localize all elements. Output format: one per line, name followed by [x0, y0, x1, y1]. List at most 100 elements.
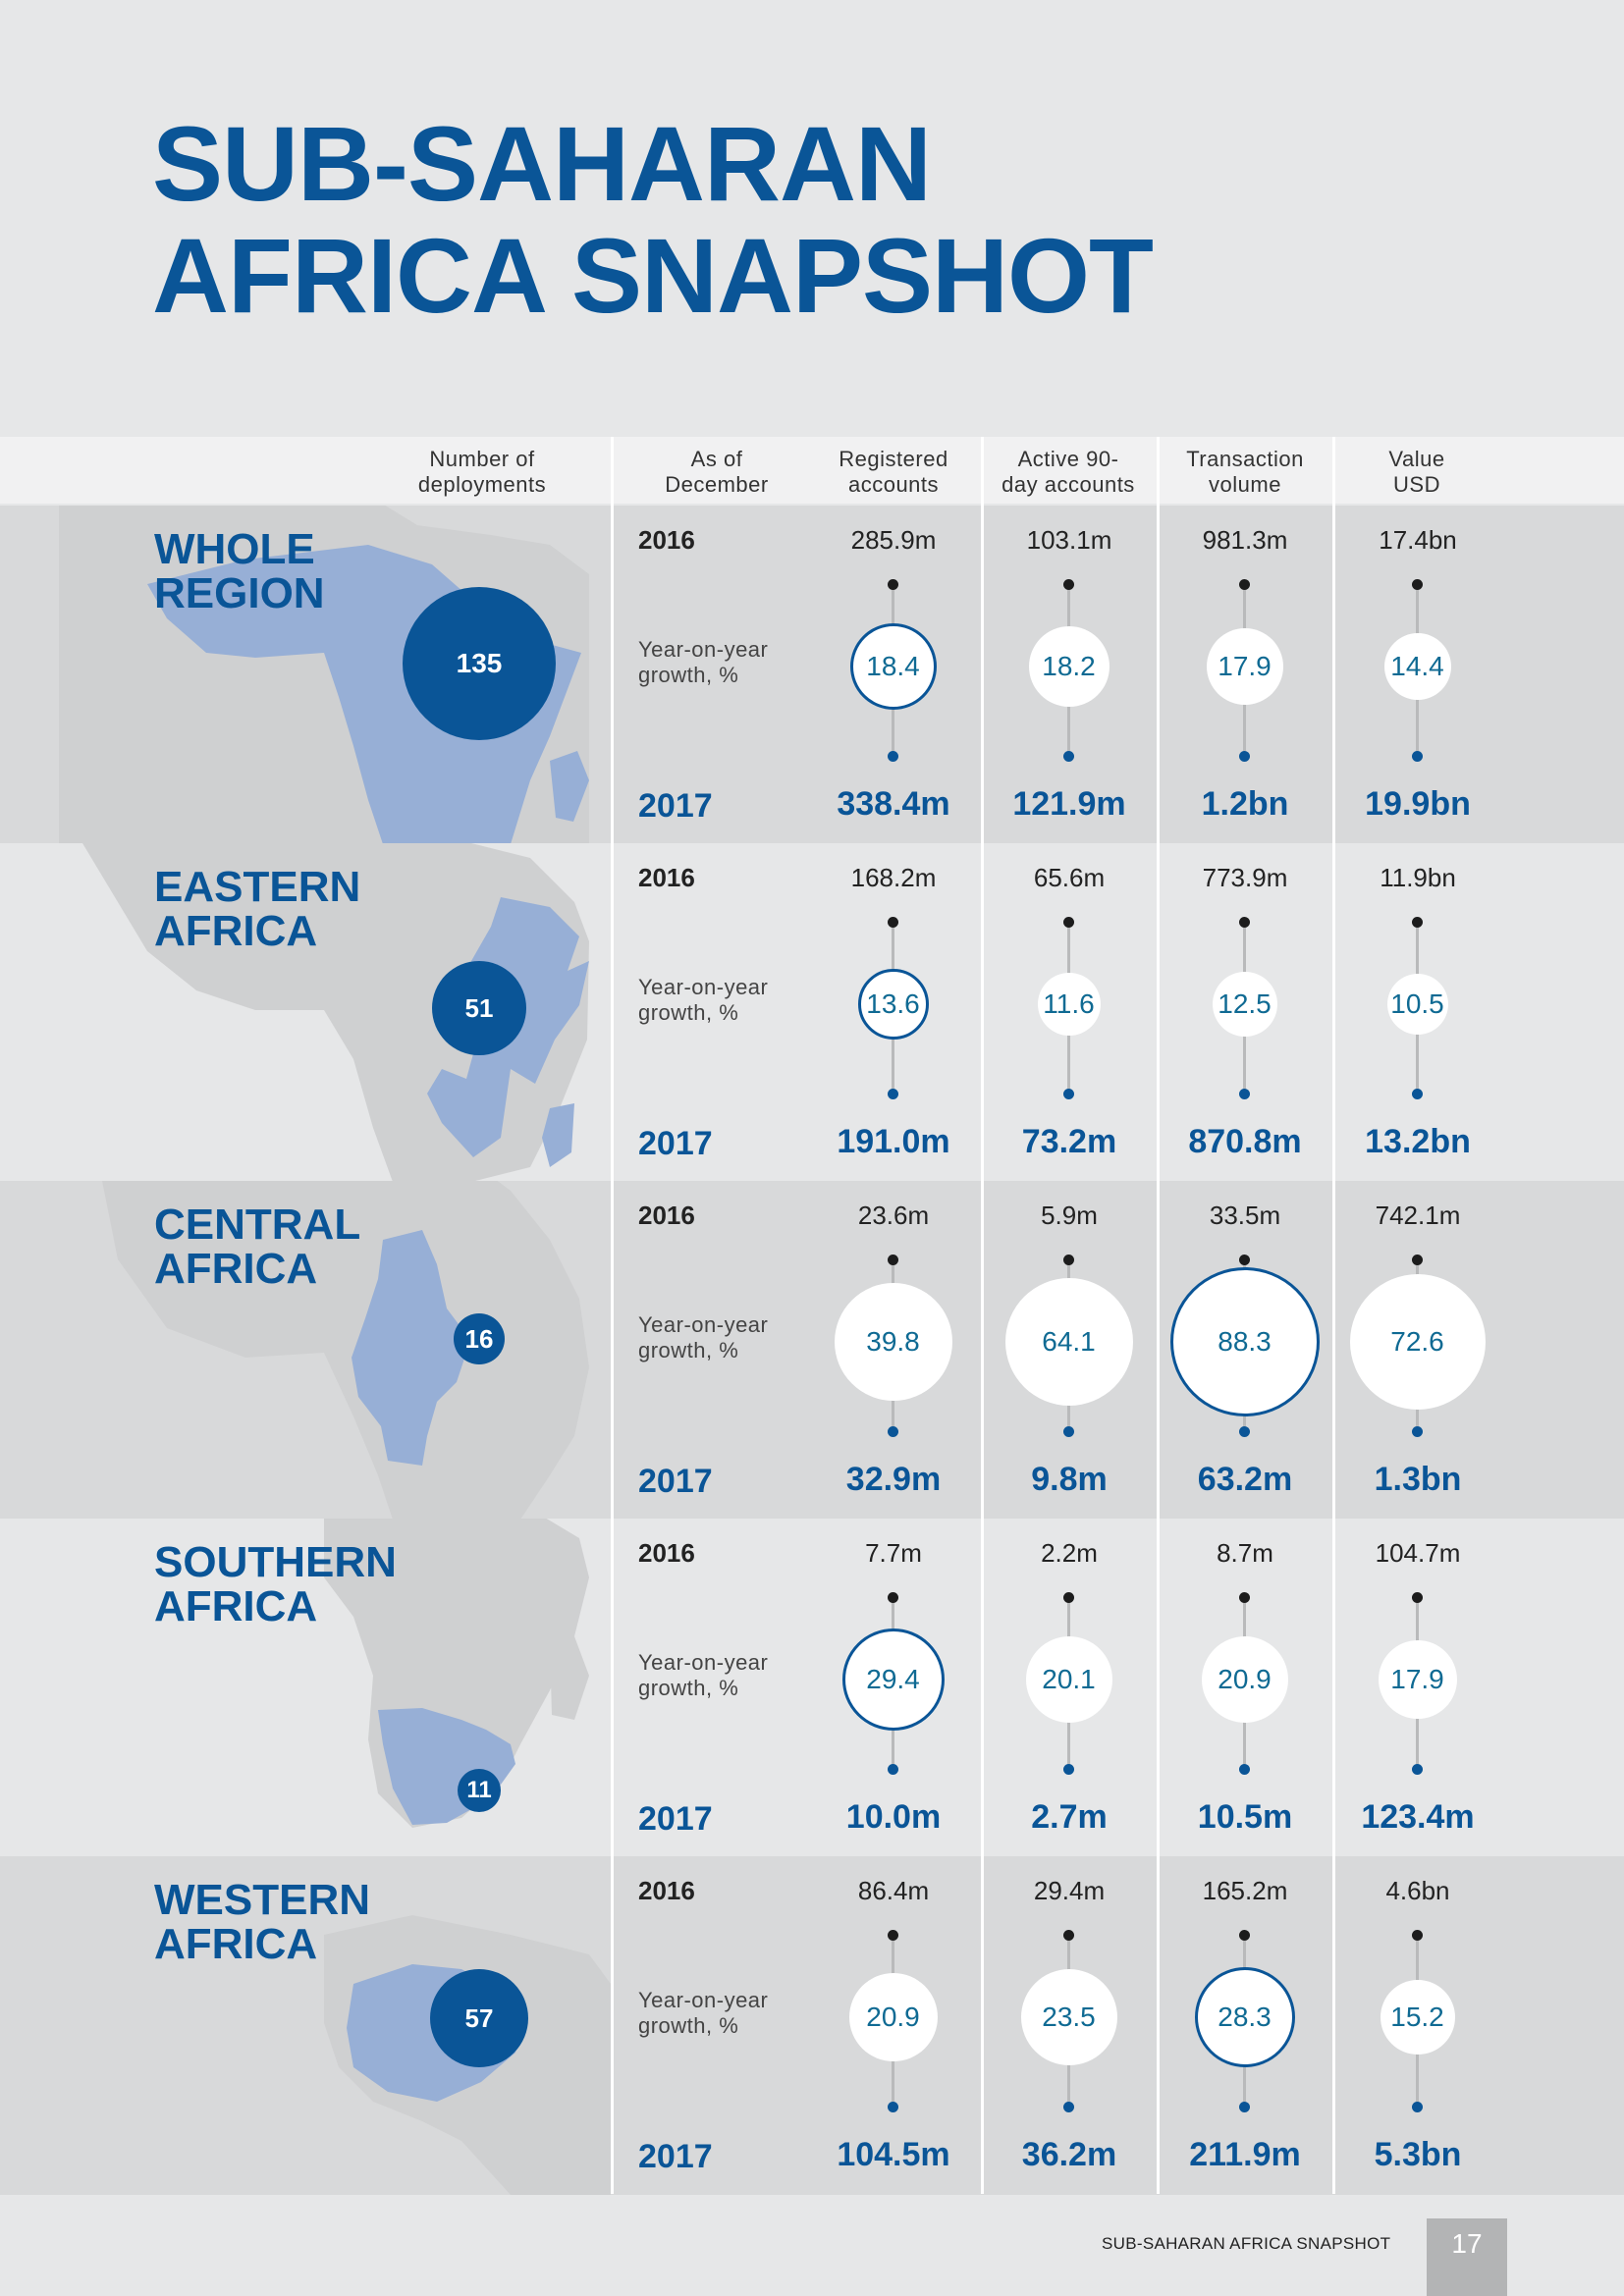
connector-dot-2016: [1412, 1930, 1423, 1941]
value-2016: 165.2m: [1202, 1876, 1288, 1905]
value-2016: 7.7m: [865, 1538, 922, 1568]
value-2017: 19.9bn: [1365, 785, 1471, 823]
deployments-bubble: 135: [403, 587, 556, 740]
metric-column: 4.6bn 15.2 5.3bn: [1329, 1856, 1506, 2195]
value-2016: 17.4bn: [1379, 525, 1457, 555]
metric-column: 17.4bn 14.4 19.9bn: [1329, 506, 1506, 844]
value-2016: 981.3m: [1202, 525, 1288, 555]
value-2017: 13.2bn: [1365, 1123, 1471, 1160]
region-name: EASTERN AFRICA: [154, 863, 361, 955]
connector-dot-2017: [1063, 2102, 1074, 2112]
growth-circle: 14.4: [1383, 633, 1451, 700]
connector-dot-2017: [888, 2102, 898, 2112]
growth-circle: 39.8: [834, 1283, 952, 1401]
connector-dot-2016: [888, 1930, 898, 1941]
column-divider: [981, 437, 984, 2194]
growth-circle: 13.6: [857, 969, 929, 1040]
connector-dot-2017: [1239, 1089, 1250, 1099]
connector-dot-2016: [1063, 579, 1074, 590]
metric-column: 773.9m 12.5 870.8m: [1157, 843, 1333, 1182]
growth-circle: 17.9: [1378, 1640, 1457, 1719]
value-2016: 168.2m: [850, 863, 937, 892]
page-title-line1: SUB-SAHARAN: [152, 104, 932, 223]
connector-dot-2017: [888, 1426, 898, 1437]
region-band: CENTRAL AFRICA 16 2016 Year-on-year growth, %…: [0, 1181, 1624, 1520]
growth-circle: 18.4: [849, 623, 937, 710]
growth-circle: 20.9: [1201, 1636, 1288, 1723]
value-2017: 2.7m: [1031, 1798, 1108, 1836]
connector-dot-2016: [1239, 579, 1250, 590]
growth-circle: 23.5: [1020, 1969, 1117, 2065]
column-divider: [1332, 437, 1335, 2194]
connector-dot-2017: [1063, 1426, 1074, 1437]
connector-dot-2017: [888, 1089, 898, 1099]
value-2017: 123.4m: [1361, 1798, 1475, 1836]
region-band: WESTERN AFRICA 57 2016 Year-on-year growth, %…: [0, 1856, 1624, 2195]
metric-column: 86.4m 20.9 104.5m: [805, 1856, 982, 2195]
value-2017: 191.0m: [837, 1123, 950, 1160]
year-2016-label: 2016: [638, 525, 695, 555]
connector-dot-2016: [1412, 917, 1423, 928]
year-2016-label: 2016: [638, 1876, 695, 1905]
value-2017: 211.9m: [1189, 2136, 1301, 2173]
column-divider: [1157, 437, 1160, 2194]
connector-dot-2016: [1063, 1592, 1074, 1603]
connector-dot-2016: [1063, 1255, 1074, 1265]
value-2016: 33.5m: [1209, 1201, 1281, 1230]
connector-dot-2017: [888, 751, 898, 762]
growth-circle: 72.6: [1349, 1274, 1486, 1410]
yoy-growth-label: Year-on-year growth, %: [638, 1988, 769, 2038]
value-2017: 338.4m: [837, 785, 950, 823]
page-number: 17: [1427, 2218, 1507, 2296]
yoy-growth-label: Year-on-year growth, %: [638, 637, 769, 687]
metric-column: 168.2m 13.6 191.0m: [805, 843, 982, 1182]
yoy-growth-label: Year-on-year growth, %: [638, 1312, 769, 1362]
page-title-line2: AFRICA SNAPSHOT: [152, 216, 1154, 335]
connector-dot-2016: [888, 579, 898, 590]
connector-dot-2016: [1063, 1930, 1074, 1941]
year-2017-label: 2017: [638, 2138, 713, 2175]
region-band: SOUTHERN AFRICA 11 2016 Year-on-year growth, …: [0, 1519, 1624, 1857]
metric-column: 5.9m 64.1 9.8m: [981, 1181, 1158, 1520]
metric-column: 33.5m 88.3 63.2m: [1157, 1181, 1333, 1520]
growth-circle: 29.4: [841, 1629, 945, 1731]
metric-column: 104.7m 17.9 123.4m: [1329, 1519, 1506, 1857]
metric-column: 981.3m 17.9 1.2bn: [1157, 506, 1333, 844]
value-2017: 10.0m: [845, 1798, 942, 1836]
yoy-growth-label: Year-on-year growth, %: [638, 975, 769, 1025]
growth-circle: 10.5: [1386, 974, 1448, 1035]
deployments-bubble: 51: [432, 961, 526, 1055]
connector-dot-2017: [1063, 1764, 1074, 1775]
connector-dot-2016: [1412, 1255, 1423, 1265]
footer-label: SUB-SAHARAN AFRICA SNAPSHOT: [1102, 2234, 1391, 2253]
growth-circle: 64.1: [1004, 1278, 1133, 1406]
connector-dot-2017: [1412, 1764, 1423, 1775]
connector-dot-2016: [1063, 917, 1074, 928]
growth-circle: 28.3: [1194, 1967, 1295, 2067]
metric-column: 65.6m 11.6 73.2m: [981, 843, 1158, 1182]
growth-circle: 20.1: [1025, 1636, 1112, 1723]
value-2016: 86.4m: [857, 1876, 930, 1905]
value-2017: 870.8m: [1188, 1123, 1302, 1160]
deployments-bubble: 16: [454, 1313, 505, 1364]
deployments-bubble: 11: [458, 1769, 501, 1812]
page-title: SUB-SAHARAN AFRICA SNAPSHOT: [152, 104, 1154, 335]
growth-circle: 12.5: [1212, 972, 1277, 1037]
growth-circle: 88.3: [1169, 1267, 1320, 1416]
value-2016: 4.6bn: [1385, 1876, 1450, 1905]
header-as-of: As of December: [665, 447, 769, 497]
value-2017: 9.8m: [1031, 1461, 1108, 1498]
value-2017: 73.2m: [1021, 1123, 1117, 1160]
highlighted-region-shape: [352, 1230, 466, 1466]
value-2017: 5.3bn: [1374, 2136, 1462, 2173]
region-band: EASTERN AFRICA 51 2016 Year-on-year growth, %…: [0, 843, 1624, 1182]
value-2016: 8.7m: [1217, 1538, 1273, 1568]
metric-column: 23.6m 39.8 32.9m: [805, 1181, 982, 1520]
connector-dot-2017: [1412, 1426, 1423, 1437]
region-band: WHOLE REGION 135 2016 Year-on-year growth, % 2…: [0, 506, 1624, 844]
value-2017: 32.9m: [845, 1461, 942, 1498]
metric-column: 2.2m 20.1 2.7m: [981, 1519, 1158, 1857]
metric-column: 11.9bn 10.5 13.2bn: [1329, 843, 1506, 1182]
column-divider: [611, 437, 614, 2194]
africa-outline: [102, 1181, 589, 1520]
